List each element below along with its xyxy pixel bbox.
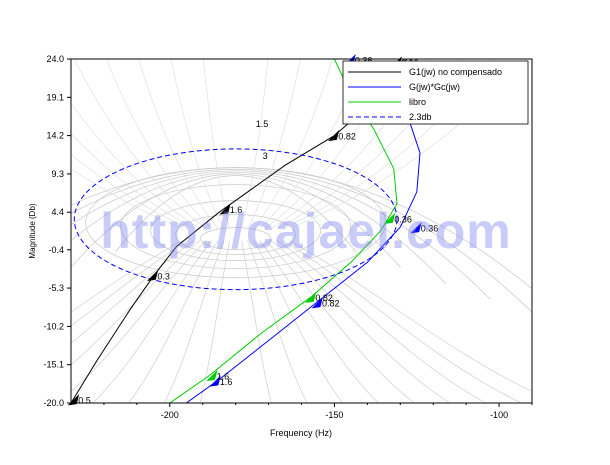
y-tick-label: -15.1 (43, 360, 64, 370)
series-2-3db-contour (73, 148, 398, 291)
grid-n-contour (277, 240, 486, 403)
x-tick-label: -150 (325, 410, 343, 420)
grid-contour-label: 1.5 (256, 119, 269, 129)
grid-n-contour (289, 240, 532, 392)
series-marker-label: 0.36 (421, 224, 439, 234)
series-marker-label: 1.6 (230, 205, 243, 215)
series-marker-label: 0.82 (315, 293, 333, 303)
grid-n-contour (241, 240, 272, 403)
series-marker-label: 0.82 (338, 131, 356, 141)
grid-n-contour (259, 240, 379, 403)
y-tick-label: -5.3 (48, 283, 64, 293)
grid-n-contour (128, 240, 219, 403)
series-marker (146, 269, 159, 282)
grid-m-contour (200, 227, 271, 250)
series-marker (304, 291, 317, 303)
series-marker-label: 1.6 (220, 377, 233, 387)
grid-n-contour (92, 240, 213, 403)
grid-n-contour (71, 240, 189, 327)
series-marker (311, 297, 323, 309)
grid-n-contour (71, 240, 201, 366)
grid-n-contour (247, 59, 301, 229)
legend-label: G1(jw) no compensado (409, 67, 502, 77)
y-tick-label: 9.3 (51, 169, 64, 179)
x-tick-label: -200 (161, 410, 179, 420)
y-tick-label: 19.1 (46, 92, 64, 102)
series-marker-label: 0.36 (355, 56, 373, 66)
grid-n-contour (283, 240, 522, 403)
y-tick-label: -0.4 (48, 245, 64, 255)
y-tick-label: -20.0 (43, 398, 64, 408)
series-marker (67, 394, 80, 406)
grid-n-contour (241, 59, 269, 229)
grid-n-contour (71, 240, 207, 392)
y-axis-label: Magnitude (Db) (28, 203, 37, 258)
grid-m-contour (175, 214, 296, 255)
grid-n-contour (199, 240, 231, 403)
grid-n-contour (71, 240, 195, 344)
grid-n-contour (71, 133, 195, 229)
grid-n-contour (170, 59, 225, 229)
grid-n-contour (253, 240, 344, 403)
grid-n-contour (71, 168, 183, 229)
grid-m-contour (71, 167, 532, 290)
grid-m-contour (71, 168, 532, 313)
legend-label: libro (409, 97, 426, 107)
grid-n-contour (71, 102, 201, 229)
legend-label: 2.3db (409, 112, 432, 122)
grid-n-contour (73, 59, 207, 229)
grid-contour-label: 3 (263, 151, 268, 161)
grid-m-contour (71, 170, 491, 300)
series-marker (219, 203, 231, 215)
x-axis-label: Frequency (Hz) (270, 428, 332, 438)
series-marker-label: 0.82 (322, 299, 340, 309)
series-marker (206, 369, 218, 382)
legend: G1(jw) no compensado G(jw)*Gc(jw) libro 2.3… (342, 60, 529, 125)
grid-n-contour (106, 59, 213, 229)
y-tick-label: -10.2 (43, 321, 64, 331)
grid-n-contour (265, 240, 415, 403)
watermark: http://cajael.com (100, 203, 512, 259)
grid-m-contour (71, 173, 401, 268)
series-marker-label: 0.3 (157, 271, 170, 281)
grid-n-contour (247, 240, 308, 403)
series-marker-label: 0.36 (394, 214, 412, 224)
series-marker (383, 212, 396, 224)
y-tick-label: 4.4 (51, 207, 64, 217)
grid-n-contour (71, 153, 189, 229)
legend-label: G(jw)*Gc(jw) (409, 82, 460, 92)
grid-m-contour (71, 172, 446, 284)
x-tick-label: -100 (490, 410, 508, 420)
grid-n-contour (253, 59, 333, 229)
series-marker (410, 222, 422, 234)
grid-n-contour (71, 240, 183, 313)
grid-m-contour (115, 175, 356, 252)
grid-n-contour (163, 240, 225, 403)
axes-layer: -20.0 -15.1 -10.2 -5.3 -0.4 4.4 9.3 14.2 19.1 24.… (43, 54, 533, 420)
grid-m-contour (120, 184, 351, 269)
y-tick-label: 14.2 (46, 131, 64, 141)
series-marker (328, 129, 340, 142)
grid-n-contour (271, 240, 451, 403)
series-marker-label: 0.5 (78, 396, 91, 406)
grid-n-contour (138, 59, 219, 229)
y-tick-label: 24.0 (46, 54, 64, 64)
series-marker-label: 1.6 (217, 371, 230, 381)
series-marker (209, 375, 221, 387)
